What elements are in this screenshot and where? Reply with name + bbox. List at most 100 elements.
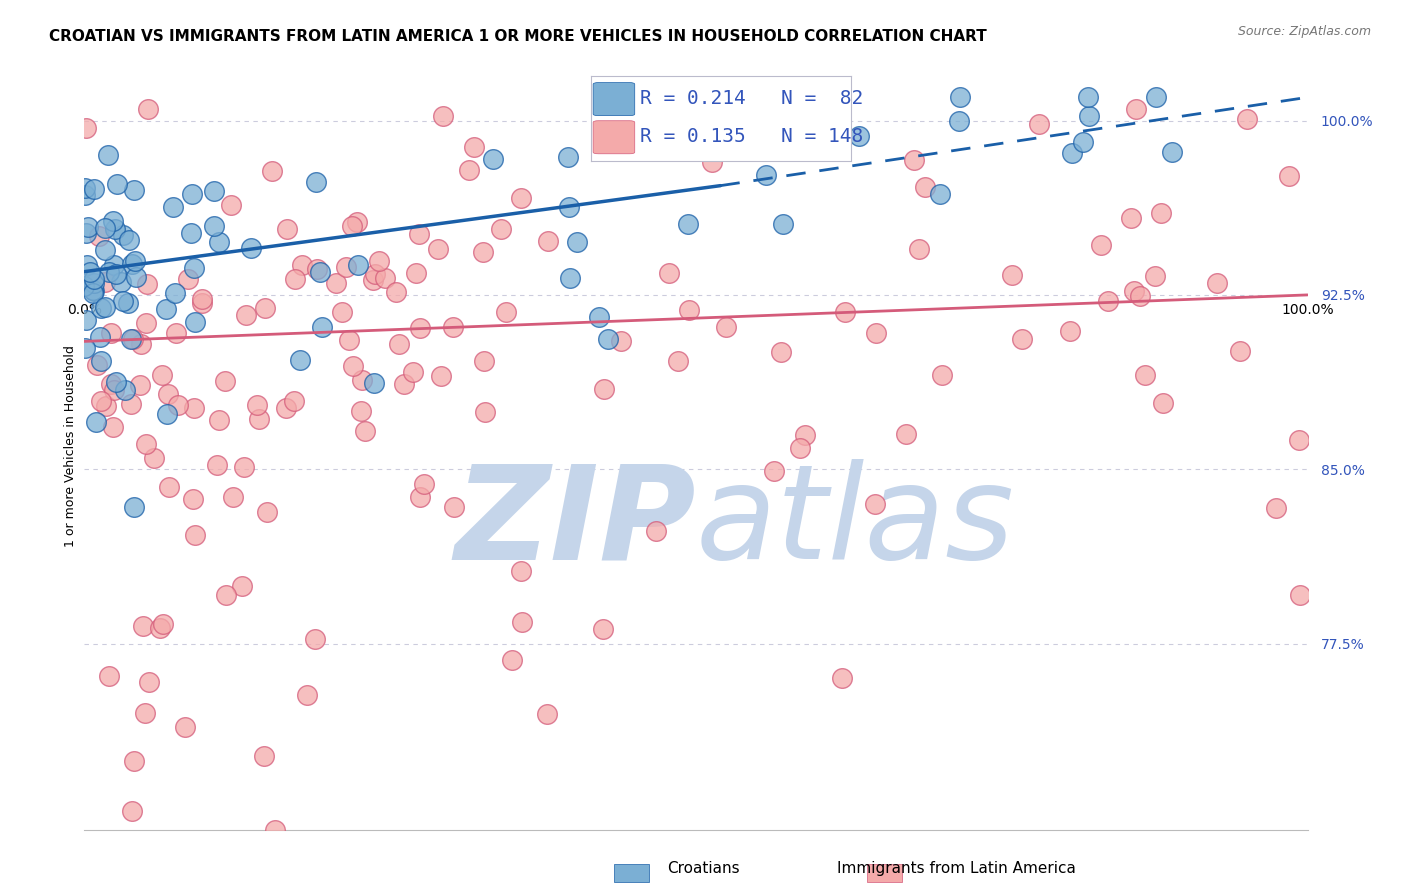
Point (233, 460, 256, 475)
Point (142, 450, 165, 465)
Point (97, 669, 120, 683)
Point (472, 354, 495, 368)
Point (157, 480, 180, 494)
Point (96, 399, 118, 413)
FancyBboxPatch shape (593, 83, 634, 116)
Point (772, 217, 794, 231)
Point (755, 169, 778, 183)
Point (136, 277, 159, 291)
Text: Immigrants from Latin America: Immigrants from Latin America (837, 861, 1076, 876)
Point (763, 464, 786, 478)
Point (167, 398, 190, 412)
Point (426, 242, 449, 256)
Point (865, 326, 887, 340)
Point (263, 822, 285, 837)
Point (1060, 145, 1083, 160)
Point (337, 334, 360, 348)
Point (342, 219, 364, 233)
Point (536, 707, 558, 722)
Point (793, 428, 815, 442)
Point (1289, 589, 1312, 603)
Point (1097, 293, 1119, 308)
Point (111, 293, 134, 308)
Point (128, 377, 150, 392)
Point (1077, 90, 1099, 104)
Point (592, 382, 614, 396)
Point (83, 182, 105, 196)
Point (176, 272, 198, 286)
Point (1119, 211, 1142, 226)
Point (239, 241, 262, 255)
Point (214, 374, 236, 388)
Point (245, 398, 267, 412)
Point (135, 437, 157, 451)
Point (100, 377, 122, 392)
Point (565, 235, 588, 249)
Point (97, 264, 120, 278)
Point (405, 266, 427, 280)
Point (1288, 434, 1310, 448)
Point (122, 500, 145, 514)
Point (100, 326, 122, 341)
Point (510, 191, 533, 205)
Point (221, 198, 243, 212)
Point (90, 393, 112, 408)
Point (392, 376, 415, 391)
Point (307, 261, 329, 276)
Point (1028, 118, 1050, 132)
Point (103, 384, 125, 398)
Point (101, 420, 124, 434)
Point (363, 376, 385, 390)
Point (276, 222, 298, 236)
Point (354, 424, 377, 438)
Point (325, 276, 347, 290)
Point (75, 341, 97, 355)
Point (231, 579, 253, 593)
Point (290, 258, 312, 272)
Point (105, 268, 128, 282)
Point (82, 283, 104, 297)
Point (134, 706, 156, 721)
Point (1059, 324, 1081, 338)
Point (284, 271, 307, 285)
Point (94, 244, 117, 258)
Point (949, 90, 972, 104)
Point (202, 184, 225, 198)
Point (489, 222, 512, 236)
Point (208, 235, 231, 249)
Point (644, 524, 666, 538)
Point (93, 221, 115, 235)
Point (183, 528, 205, 542)
Point (75, 313, 97, 327)
Point (1278, 169, 1301, 184)
Point (101, 214, 124, 228)
Point (668, 354, 690, 368)
Point (1129, 288, 1152, 302)
Point (253, 301, 276, 316)
Point (79, 265, 101, 279)
Point (1133, 368, 1156, 383)
Point (262, 164, 284, 178)
Point (831, 671, 853, 685)
Point (931, 368, 953, 383)
Point (83, 276, 105, 290)
Text: Source: ZipAtlas.com: Source: ZipAtlas.com (1237, 25, 1371, 38)
Point (117, 296, 139, 310)
Point (86, 359, 108, 373)
Point (157, 387, 180, 401)
Text: R = 0.214   N =  82: R = 0.214 N = 82 (640, 89, 863, 108)
Point (276, 401, 298, 416)
Point (96, 148, 118, 162)
Point (136, 102, 159, 116)
Point (330, 305, 353, 319)
Point (104, 222, 127, 236)
Point (368, 253, 391, 268)
Point (181, 186, 204, 201)
Point (138, 675, 160, 690)
Point (463, 139, 485, 153)
Y-axis label: 1 or more Vehicles in Household: 1 or more Vehicles in Household (65, 345, 77, 547)
Point (588, 310, 610, 325)
Point (510, 615, 533, 630)
Point (796, 132, 818, 146)
Point (1090, 238, 1112, 252)
